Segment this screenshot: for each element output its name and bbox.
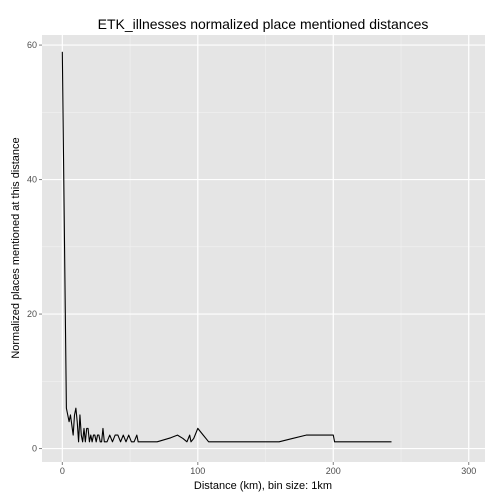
y-tick-label: 0	[32, 444, 37, 454]
x-tick-label: 0	[60, 466, 65, 476]
x-tick-label: 200	[326, 466, 341, 476]
plot-panel	[42, 35, 485, 462]
x-tick-label: 300	[461, 466, 476, 476]
y-tick-label: 20	[27, 309, 37, 319]
x-tick-label: 100	[190, 466, 205, 476]
y-tick-label: 60	[27, 40, 37, 50]
chart-title: ETK_illnesses normalized place mentioned…	[98, 16, 429, 32]
x-axis-label: Distance (km), bin size: 1km	[194, 480, 332, 492]
y-tick-label: 40	[27, 175, 37, 185]
y-axis-label: Normalized places mentioned at this dist…	[10, 137, 22, 358]
